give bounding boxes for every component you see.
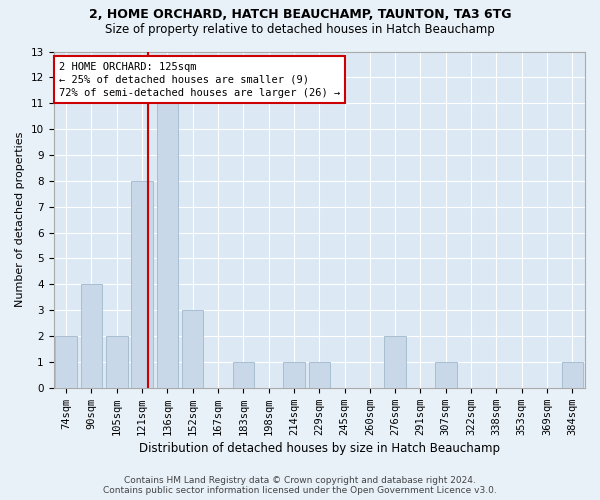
- Bar: [182, 310, 203, 388]
- Text: Contains HM Land Registry data © Crown copyright and database right 2024.
Contai: Contains HM Land Registry data © Crown c…: [103, 476, 497, 495]
- Text: 2 HOME ORCHARD: 125sqm
← 25% of detached houses are smaller (9)
72% of semi-deta: 2 HOME ORCHARD: 125sqm ← 25% of detached…: [59, 62, 340, 98]
- Bar: [55, 336, 77, 388]
- Text: 2, HOME ORCHARD, HATCH BEAUCHAMP, TAUNTON, TA3 6TG: 2, HOME ORCHARD, HATCH BEAUCHAMP, TAUNTO…: [89, 8, 511, 20]
- Bar: [562, 362, 583, 388]
- Bar: [106, 336, 128, 388]
- Bar: [233, 362, 254, 388]
- Bar: [283, 362, 305, 388]
- Y-axis label: Number of detached properties: Number of detached properties: [15, 132, 25, 308]
- Bar: [385, 336, 406, 388]
- Bar: [81, 284, 102, 388]
- Bar: [308, 362, 330, 388]
- X-axis label: Distribution of detached houses by size in Hatch Beauchamp: Distribution of detached houses by size …: [139, 442, 500, 455]
- Bar: [157, 103, 178, 388]
- Bar: [131, 181, 153, 388]
- Text: Size of property relative to detached houses in Hatch Beauchamp: Size of property relative to detached ho…: [105, 22, 495, 36]
- Bar: [435, 362, 457, 388]
